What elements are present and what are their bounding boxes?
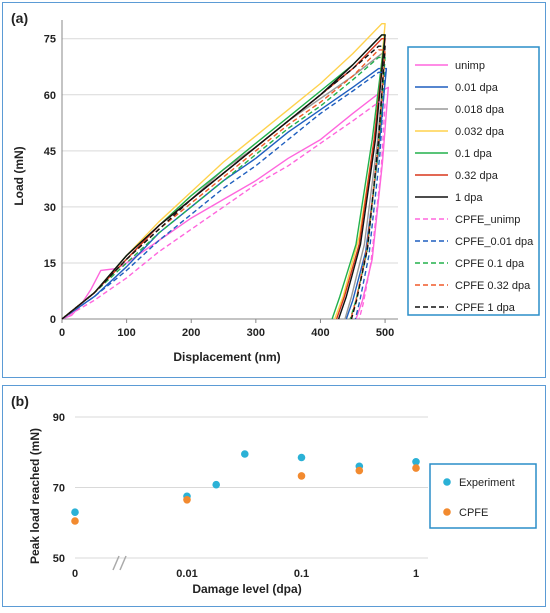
load-displacement-chart: (a) 0 15 30 45 60 75 0 100 200 300 400 500 Displace…: [11, 10, 540, 364]
data-point-cpfe: [355, 466, 364, 475]
legend-label: Experiment: [459, 477, 515, 489]
x-tick-label: 300: [247, 327, 265, 339]
y-tick-label: 15: [44, 258, 56, 270]
data-point-experiment: [412, 458, 420, 466]
y-axis-title: Peak load reached (mN): [28, 428, 42, 564]
y-tick-label: 75: [44, 34, 56, 46]
series-line-8: [61, 101, 386, 320]
legend-label: CPFE 1 dpa: [455, 302, 516, 314]
x-tick-label: 0: [59, 327, 65, 339]
panel-a-label: (a): [11, 10, 28, 26]
panel-a: (a) 0 15 30 45 60 75 0 100 200 300 400 500 Displace…: [2, 2, 546, 378]
x-tick-label: 400: [311, 327, 329, 339]
x-tick-label: 100: [117, 327, 135, 339]
y-tick-label: 50: [53, 553, 65, 565]
y-tick-label: 0: [50, 314, 56, 326]
legend-box: [429, 463, 537, 529]
series-line-12: [61, 45, 386, 320]
data-point-cpfe: [412, 464, 420, 472]
x-tick-label: 500: [376, 327, 394, 339]
legend-label: 0.1 dpa: [455, 148, 493, 160]
legend-label: 0.032 dpa: [455, 126, 505, 138]
y-tick-label: 70: [53, 483, 65, 495]
x-tick-label: 0: [72, 568, 78, 580]
legend-label: CPFE_unimp: [455, 214, 520, 226]
y-tick-label: 45: [44, 146, 56, 158]
x-tick-label: 0.1: [294, 568, 309, 580]
data-point-experiment: [71, 508, 79, 516]
y-tick-label: 60: [44, 90, 56, 102]
legend-label: CPFE_0.01 dpa: [455, 236, 534, 248]
data-point-experiment: [212, 480, 220, 489]
legend-label: 1 dpa: [455, 192, 483, 204]
x-axis-title: Damage level (dpa): [192, 582, 301, 596]
x-axis-title: Displacement (nm): [173, 350, 280, 364]
data-point-cpfe: [183, 496, 191, 504]
legend-label: CPFE 0.32 dpa: [455, 280, 531, 292]
series-line-1: [61, 86, 389, 320]
legend-label: 0.018 dpa: [455, 104, 505, 116]
series-line-2: [61, 67, 388, 320]
legend-label: unimp: [455, 60, 485, 72]
axis-break-mark: [119, 555, 127, 571]
x-tick-label: 1: [413, 568, 419, 580]
y-axis-title: Load (mN): [12, 146, 26, 205]
data-point-cpfe: [71, 517, 79, 525]
y-tick-label: 30: [44, 202, 56, 214]
panel-b: (b) 50 70 90 0 0.01 0.1 1 Damage level (dpa) P…: [2, 385, 546, 607]
axis-break-mark: [112, 555, 120, 571]
legend-label: 0.01 dpa: [455, 82, 499, 94]
y-tick-label: 90: [53, 412, 65, 424]
x-tick-label: 200: [182, 327, 200, 339]
x-tick-label: 0.01: [176, 568, 197, 580]
legend-label: CPFE 0.1 dpa: [455, 258, 525, 270]
legend-marker: [443, 508, 451, 516]
series-line-11: [61, 49, 386, 320]
data-point-experiment: [297, 453, 306, 462]
data-point-experiment: [241, 450, 249, 458]
legend-label: CPFE: [459, 507, 488, 519]
legend-marker: [443, 478, 451, 486]
panel-b-label: (b): [11, 393, 29, 409]
peak-load-chart: (b) 50 70 90 0 0.01 0.1 1 Damage level (dpa) P…: [11, 393, 537, 596]
legend-box: [407, 46, 540, 316]
legend-label: 0.32 dpa: [455, 170, 499, 182]
data-point-cpfe: [297, 472, 306, 480]
